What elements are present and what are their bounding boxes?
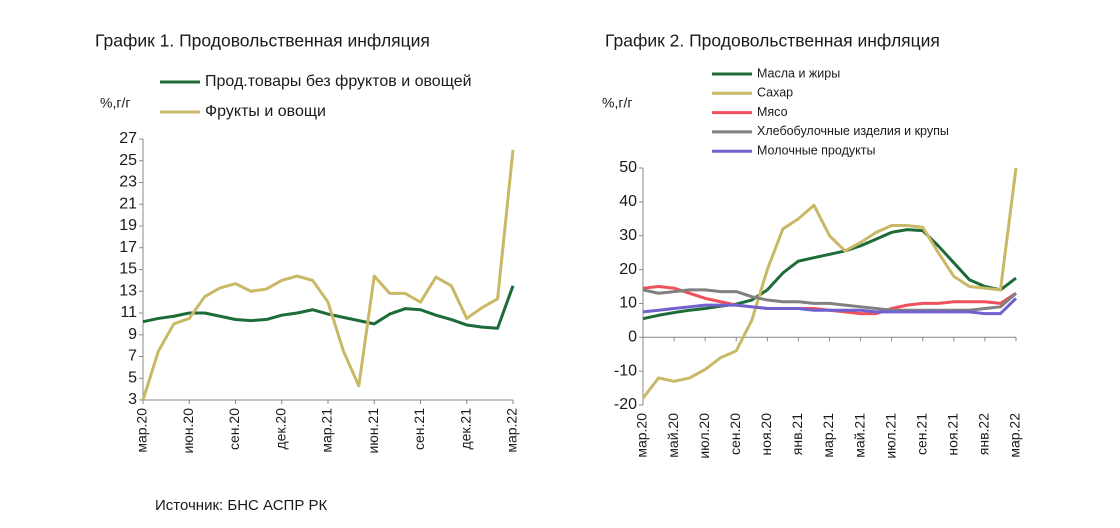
x-tick-label: мар.22 (1007, 413, 1023, 458)
legend-label: Фрукты и овощи (205, 103, 326, 120)
chart-title: График 1. Продовольственная инфляция (95, 31, 430, 51)
y-tick-label: 21 (119, 195, 137, 212)
x-tick-label: сен.21 (411, 408, 427, 450)
x-tick-label: мар.21 (820, 413, 836, 458)
chart-title: График 2. Продовольственная инфляция (605, 31, 940, 51)
x-tick-label: мар.20 (634, 413, 650, 458)
y-tick-label: 11 (120, 304, 137, 321)
x-tick-label: ноя.20 (758, 413, 774, 456)
x-tick-label: янв.22 (976, 413, 992, 455)
y-tick-label: 19 (119, 217, 137, 234)
x-tick-label: июн.21 (365, 408, 381, 454)
x-tick-label: сен.20 (226, 408, 242, 450)
y-tick-label: -10 (614, 362, 637, 379)
legend-label: Масла и жиры (757, 66, 840, 80)
y-tick-label: 27 (119, 130, 137, 147)
y-tick-label: 9 (128, 326, 137, 343)
x-tick-label: май.21 (851, 413, 867, 458)
x-tick-label: дек.20 (272, 408, 288, 450)
y-tick-label: 40 (619, 193, 637, 210)
x-tick-label: июн.20 (180, 408, 196, 454)
y-tick-label: 15 (119, 261, 137, 278)
y-tick-label: 30 (619, 227, 637, 244)
x-tick-label: янв.21 (789, 413, 805, 455)
data-line (142, 285, 515, 330)
data-line (641, 167, 1018, 400)
legend-label: Прод.товары без фруктов и овощей (205, 73, 472, 90)
x-tick-label: май.20 (665, 413, 681, 458)
x-tick-label: мар.22 (504, 408, 520, 453)
data-line (141, 149, 515, 401)
y-tick-label: 5 (128, 369, 137, 386)
data-line (642, 288, 1017, 312)
x-tick-label: июл.21 (882, 413, 898, 459)
y-tick-label: 23 (119, 174, 137, 191)
y-axis-label: %,г/г (100, 95, 130, 111)
x-tick-label: дек.21 (457, 408, 473, 450)
y-tick-label: 10 (619, 295, 637, 312)
legend-label: Мясо (757, 105, 788, 119)
x-tick-label: ноя.21 (945, 413, 961, 456)
x-tick-label: мар.21 (319, 408, 335, 453)
y-tick-label: 7 (128, 348, 137, 365)
x-tick-label: июл.20 (696, 413, 712, 459)
x-tick-label: мар.20 (134, 408, 150, 453)
y-tick-label: 3 (128, 391, 137, 408)
y-axis-label: %,г/г (602, 95, 632, 111)
y-tick-label: 20 (619, 261, 637, 278)
y-tick-label: 13 (119, 282, 137, 299)
legend-label: Молочные продукты (757, 143, 875, 157)
data-line (642, 228, 1017, 321)
y-tick-label: 50 (619, 159, 637, 176)
source-note: Источник: БНС АСПР РК (155, 497, 328, 514)
y-tick-label: -20 (614, 396, 637, 413)
y-tick-label: 17 (119, 239, 137, 256)
legend-label: Хлебобулочные изделия и крупы (757, 124, 949, 138)
data-line (642, 297, 1018, 316)
y-tick-label: 25 (119, 152, 137, 169)
legend-label: Сахар (757, 86, 793, 100)
y-tick-label: 0 (628, 329, 637, 346)
x-tick-label: сен.21 (913, 413, 929, 455)
x-tick-label: сен.20 (727, 413, 743, 455)
